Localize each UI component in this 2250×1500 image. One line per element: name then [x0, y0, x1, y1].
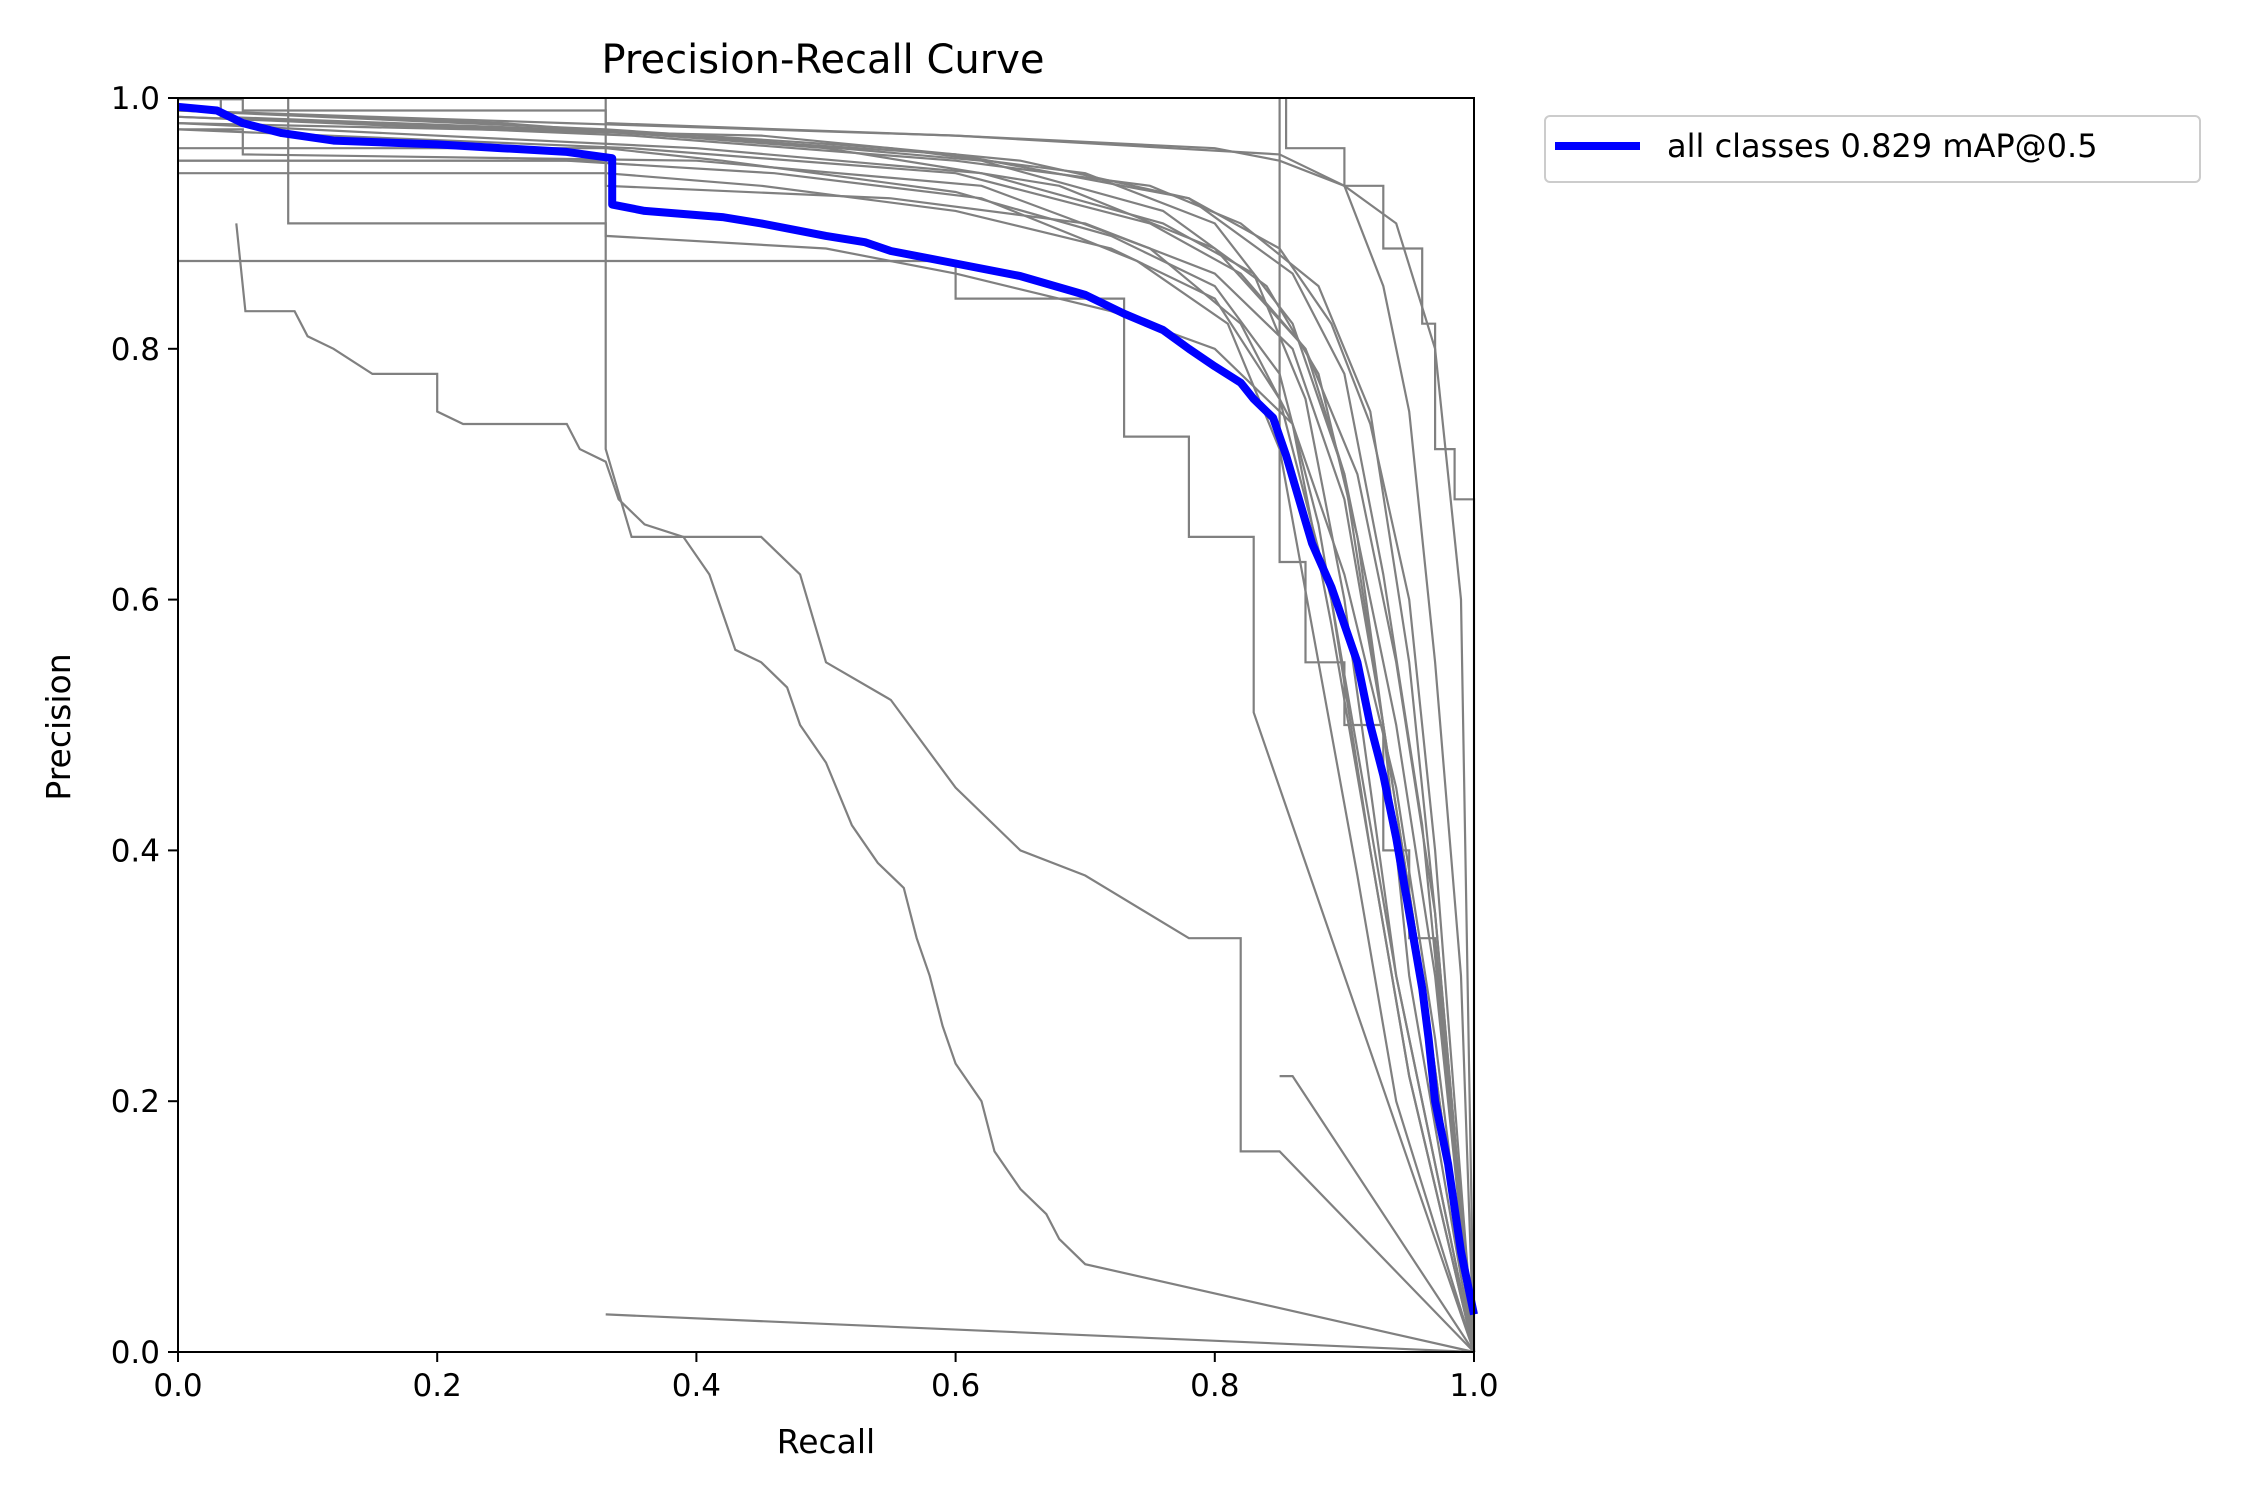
x-axis-label: Recall	[777, 1422, 875, 1461]
x-tick-label: 0.2	[413, 1368, 462, 1404]
pr-line-class-23	[605, 1313, 1475, 1354]
x-tick-label: 1.0	[1449, 1368, 1498, 1404]
legend-box	[1544, 115, 2201, 183]
y-tick-label: 0.8	[111, 332, 160, 368]
x-tick-label: 0.6	[931, 1368, 980, 1404]
pr-line-class-21	[178, 259, 1476, 1353]
series-layer	[177, 98, 1478, 1354]
pr-line-class-13	[178, 128, 1476, 1353]
pr-line-class-17	[1285, 98, 1476, 1352]
x-tick-label: 0.0	[153, 1368, 202, 1404]
y-tick-label: 0.6	[111, 583, 160, 619]
x-tick-label: 0.4	[672, 1368, 721, 1404]
y-axis-ticks: 0.0 0.2 0.4 0.6 0.8 1.0	[111, 81, 178, 1371]
plot-frame	[177, 97, 1475, 1353]
y-tick-label: 0.2	[111, 1084, 160, 1120]
x-axis-ticks: 0.0 0.2 0.4 0.6 0.8 1.0	[153, 1352, 1499, 1404]
pr-line-all-classes	[177, 102, 1478, 1316]
legend-label-all-classes: all classes 0.829 mAP@0.5	[1667, 127, 2098, 165]
pr-line-class-02	[177, 109, 1476, 1353]
pr-line-class-16	[287, 98, 1476, 1353]
pr-line-class-12	[219, 98, 1476, 1353]
pr-line-class-10	[177, 122, 1476, 1353]
pr-line-class-19	[604, 98, 1475, 1353]
pr-line-class-14	[178, 147, 1476, 1353]
pr-line-class-15	[178, 159, 1476, 1353]
pr-line-class-22	[235, 223, 1475, 1354]
y-tick-label: 0.0	[111, 1335, 160, 1371]
y-tick-label: 1.0	[111, 81, 160, 117]
chart-title: Precision-Recall Curve	[602, 37, 1045, 83]
y-tick-label: 0.4	[111, 833, 160, 869]
legend: all classes 0.829 mAP@0.5	[1544, 115, 2201, 183]
pr-line-class-20	[1279, 1075, 1475, 1353]
x-tick-label: 0.8	[1190, 1368, 1239, 1404]
y-axis-label: Precision	[39, 653, 78, 800]
